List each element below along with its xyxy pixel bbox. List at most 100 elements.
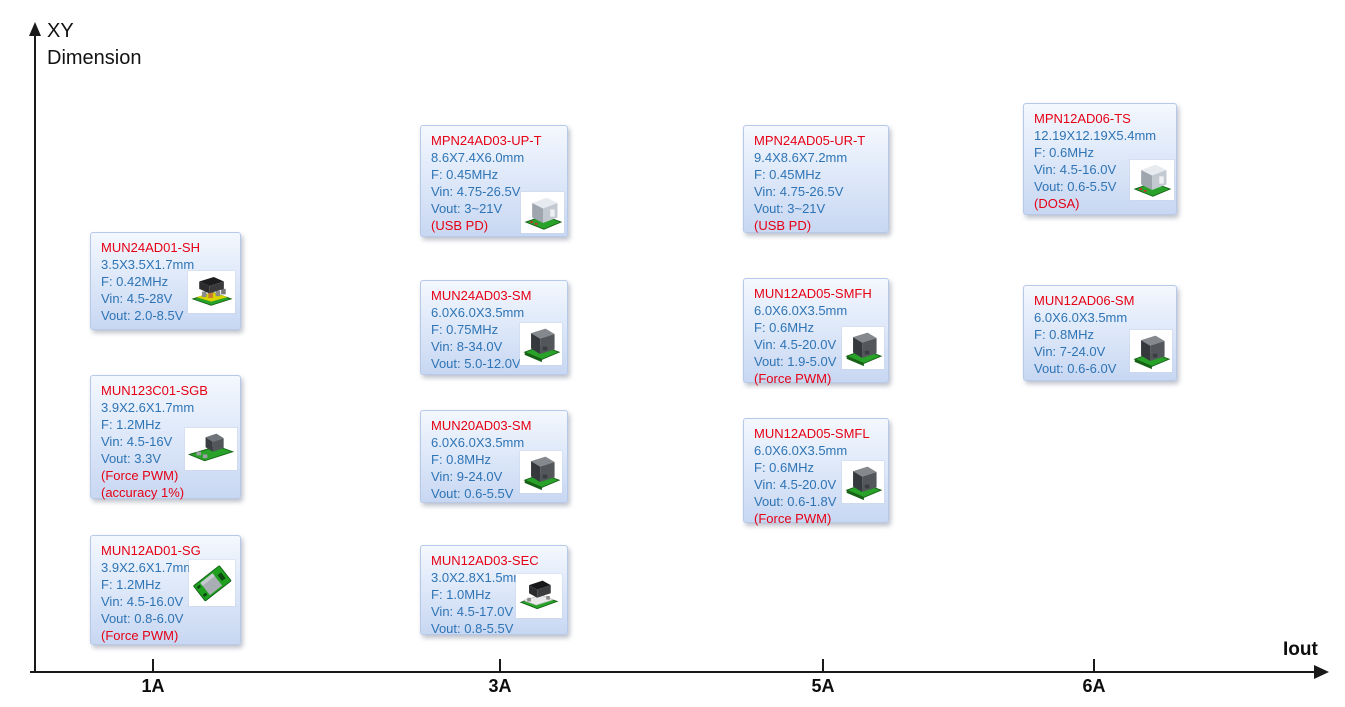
- product-name: MUN123C01-SGB: [101, 383, 208, 398]
- product-note: (USB PD): [754, 218, 812, 233]
- x-axis-tick-3a: [499, 659, 501, 672]
- x-axis-label: Iout: [1283, 639, 1318, 660]
- product-photo: [185, 428, 237, 470]
- product-note: (Force PWM): [101, 468, 179, 483]
- product-size: 3.9X2.6X1.7mm: [101, 560, 195, 575]
- product-card-mun12ad05-smfh: MUN12AD05-SMFH 6.0X6.0X3.5mm F: 0.6MHz V…: [743, 278, 889, 386]
- x-tick-label-5a: 5A: [811, 676, 835, 696]
- y-axis-label-line1: XY: [47, 20, 74, 42]
- product-vout: Vout: 0.8-6.0V: [101, 611, 184, 626]
- y-axis-label: XY Dimension: [47, 18, 141, 72]
- product-vout: Vout: 3~21V: [754, 201, 826, 216]
- y-axis-label-line2: Dimension: [47, 47, 142, 69]
- product-name: MUN12AD05-SMFL: [754, 426, 870, 441]
- x-axis-tick-1a: [152, 659, 154, 672]
- product-frequency: F: 0.6MHz: [754, 460, 814, 475]
- product-name: MUN12AD03-SEC: [431, 553, 539, 568]
- product-card-mpn24ad05-ur-t: MPN24AD05-UR-T 9.4X8.6X7.2mm F: 0.45MHz …: [743, 125, 889, 233]
- product-size: 6.0X6.0X3.5mm: [1034, 310, 1128, 325]
- product-vin: Vin: 4.5-17.0V: [431, 604, 514, 619]
- product-vin: Vin: 7-24.0V: [1034, 344, 1106, 359]
- product-card-mun12ad06-sm: MUN12AD06-SM 6.0X6.0X3.5mm F: 0.8MHz Vin…: [1023, 285, 1177, 381]
- product-photo: [1130, 330, 1172, 372]
- product-vin: Vin: 4.5-16.0V: [1034, 162, 1117, 177]
- product-name: MUN12AD01-SG: [101, 543, 201, 558]
- y-axis-arrow-icon: [29, 22, 41, 36]
- product-name: MUN24AD03-SM: [431, 288, 532, 303]
- product-note: (accuracy 1%): [101, 485, 185, 500]
- product-size: 9.4X8.6X7.2mm: [754, 150, 848, 165]
- product-note: (DOSA): [1034, 196, 1080, 211]
- product-vout: Vout: 0.6-6.0V: [1034, 361, 1117, 376]
- x-tick-label-1a: 1A: [141, 676, 165, 696]
- product-size: 3.0X2.8X1.5mm: [431, 570, 525, 585]
- product-vin: Vin: 4.5-20.0V: [754, 477, 837, 492]
- product-card-mun24ad03-sm: MUN24AD03-SM 6.0X6.0X3.5mm F: 0.75MHz Vi…: [420, 280, 568, 375]
- product-frequency: F: 1.2MHz: [101, 417, 161, 432]
- product-size: 6.0X6.0X3.5mm: [431, 435, 525, 450]
- product-note: (Force PWM): [754, 511, 832, 526]
- product-frequency: F: 0.75MHz: [431, 322, 499, 337]
- product-vin: Vin: 4.75-26.5V: [431, 184, 521, 199]
- product-vin: Vin: 4.5-20.0V: [754, 337, 837, 352]
- product-name: MUN24AD01-SH: [101, 240, 200, 255]
- product-vout: Vout: 3.3V: [101, 451, 161, 466]
- product-name: MPN12AD06-TS: [1034, 111, 1131, 126]
- product-name: MUN12AD05-SMFH: [754, 286, 872, 301]
- product-vin: Vin: 4.5-28V: [101, 291, 173, 306]
- product-card-mun20ad03-sm: MUN20AD03-SM 6.0X6.0X3.5mm F: 0.8MHz Vin…: [420, 410, 568, 503]
- x-axis-line: [30, 671, 1318, 673]
- y-axis-line: [34, 34, 36, 673]
- product-vin: Vin: 4.75-26.5V: [754, 184, 844, 199]
- product-vin: Vin: 9-24.0V: [431, 469, 503, 484]
- product-photo: [520, 323, 562, 365]
- product-frequency: F: 0.45MHz: [431, 167, 499, 182]
- product-frequency: F: 0.42MHz: [101, 274, 169, 289]
- product-note: (Force PWM): [101, 628, 179, 643]
- product-name: MUN20AD03-SM: [431, 418, 532, 433]
- product-vin: Vin: 8-34.0V: [431, 339, 503, 354]
- product-photo: [188, 271, 235, 313]
- product-photo: [516, 574, 562, 618]
- product-frequency: F: 0.45MHz: [754, 167, 822, 182]
- product-vout: Vout: 2.0-8.5V: [101, 308, 184, 323]
- product-note: (USB PD): [431, 218, 489, 233]
- product-note: (Force PWM): [754, 371, 832, 386]
- x-tick-label-6a: 6A: [1082, 676, 1106, 696]
- x-axis-tick-6a: [1093, 659, 1095, 672]
- product-size: 6.0X6.0X3.5mm: [754, 443, 848, 458]
- product-vout: Vout: 0.6-1.8V: [754, 494, 837, 509]
- product-frequency: F: 1.2MHz: [101, 577, 161, 592]
- x-tick-label-3a: 3A: [488, 676, 512, 696]
- product-size: 6.0X6.0X3.5mm: [431, 305, 525, 320]
- product-name: MPN24AD05-UR-T: [754, 133, 866, 148]
- product-frequency: F: 0.6MHz: [754, 320, 814, 335]
- product-card-mpn24ad03-up-t: MPN24AD03-UP-T 8.6X7.4X6.0mm F: 0.45MHz …: [420, 125, 568, 237]
- product-name: MPN24AD03-UP-T: [431, 133, 542, 148]
- product-frequency: F: 0.8MHz: [1034, 327, 1094, 342]
- product-size: 6.0X6.0X3.5mm: [754, 303, 848, 318]
- product-card-mun12ad05-smfl: MUN12AD05-SMFL 6.0X6.0X3.5mm F: 0.6MHz V…: [743, 418, 889, 526]
- product-size: 3.5X3.5X1.7mm: [101, 257, 195, 272]
- product-photo: [520, 451, 562, 493]
- product-vin: Vin: 4.5-16.0V: [101, 594, 184, 609]
- product-vout: Vout: 0.6-5.5V: [1034, 179, 1117, 194]
- product-frequency: F: 1.0MHz: [431, 587, 491, 602]
- product-vout: Vout: 5.0-12.0V: [431, 356, 521, 371]
- product-photo: [189, 560, 235, 606]
- product-vout: Vout: 0.6-5.5V: [431, 486, 514, 501]
- product-frequency: F: 0.8MHz: [431, 452, 491, 467]
- x-axis-arrow-icon: [1314, 665, 1329, 679]
- product-card-mun24ad01-sh: MUN24AD01-SH 3.5X3.5X1.7mm F: 0.42MHz Vi…: [90, 232, 241, 330]
- product-vin: Vin: 4.5-16V: [101, 434, 173, 449]
- product-card-mpn12ad06-ts: MPN12AD06-TS 12.19X12.19X5.4mm F: 0.6MHz…: [1023, 103, 1177, 215]
- product-photo: [842, 461, 884, 503]
- product-name: MUN12AD06-SM: [1034, 293, 1135, 308]
- product-vout: Vout: 3~21V: [431, 201, 503, 216]
- product-frequency: F: 0.6MHz: [1034, 145, 1094, 160]
- product-size: 12.19X12.19X5.4mm: [1034, 128, 1157, 143]
- product-photo: [842, 327, 884, 369]
- product-photo: [521, 192, 564, 233]
- product-size: 3.9X2.6X1.7mm: [101, 400, 195, 415]
